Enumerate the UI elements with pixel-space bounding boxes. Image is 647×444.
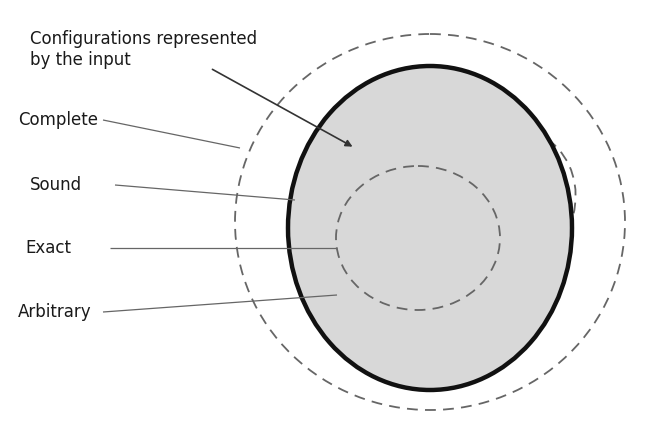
Text: Complete: Complete	[18, 111, 98, 129]
Text: Sound: Sound	[30, 176, 82, 194]
Text: Arbitrary: Arbitrary	[18, 303, 92, 321]
Text: Exact: Exact	[25, 239, 71, 257]
Text: Configurations represented
by the input: Configurations represented by the input	[30, 30, 257, 69]
Ellipse shape	[288, 66, 572, 390]
